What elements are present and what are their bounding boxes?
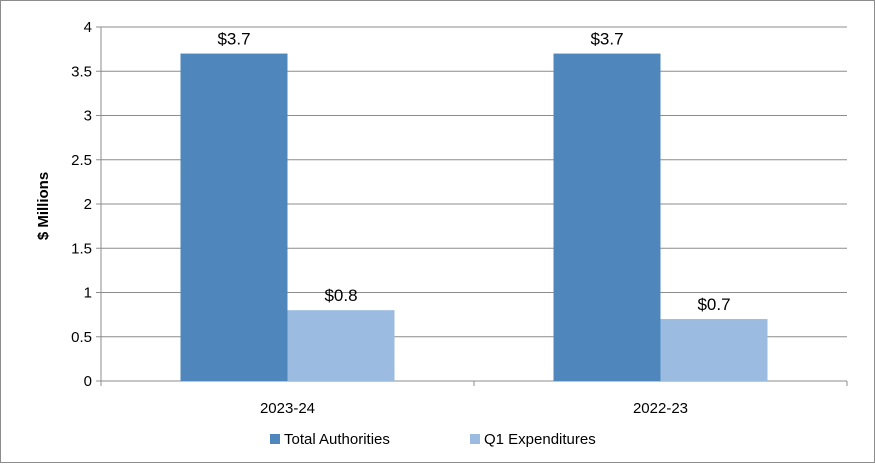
y-tick-label: 0.5 [71, 329, 92, 346]
data-label: $0.7 [697, 295, 730, 314]
legend: Total Authorities Q1 Expenditures [270, 431, 596, 448]
y-tick-label: 1 [84, 285, 92, 302]
data-label: $3.7 [590, 30, 623, 49]
legend-swatch [270, 434, 280, 444]
bar [553, 53, 661, 382]
legend-swatch [470, 434, 480, 444]
y-axis-label: $ Millions [35, 172, 52, 240]
bar [180, 53, 288, 382]
bar [660, 319, 768, 381]
y-tick-label: 2.5 [71, 152, 92, 169]
legend-label: Q1 Expenditures [484, 431, 596, 448]
y-tick-label: 0 [84, 373, 92, 390]
y-tick-label: 2 [84, 196, 92, 213]
data-label: $3.7 [217, 30, 250, 49]
tick-labels: 0 0.5 1 1.5 2 2.5 3 3.5 4 2023-24 2022-23 [71, 19, 688, 417]
x-tick-label: 2022-23 [633, 400, 688, 417]
y-tick-label: 1.5 [71, 240, 92, 257]
y-tick-label: 3 [84, 108, 92, 125]
x-tick-label: 2023-24 [260, 400, 315, 417]
bar [287, 310, 395, 381]
legend-label: Total Authorities [284, 431, 390, 448]
data-label: $0.8 [324, 286, 357, 305]
data-labels: $3.7 $0.8 $3.7 $0.7 [217, 30, 730, 314]
y-tick-label: 4 [84, 19, 92, 36]
bars [180, 53, 768, 382]
y-tick-label: 3.5 [71, 63, 92, 80]
